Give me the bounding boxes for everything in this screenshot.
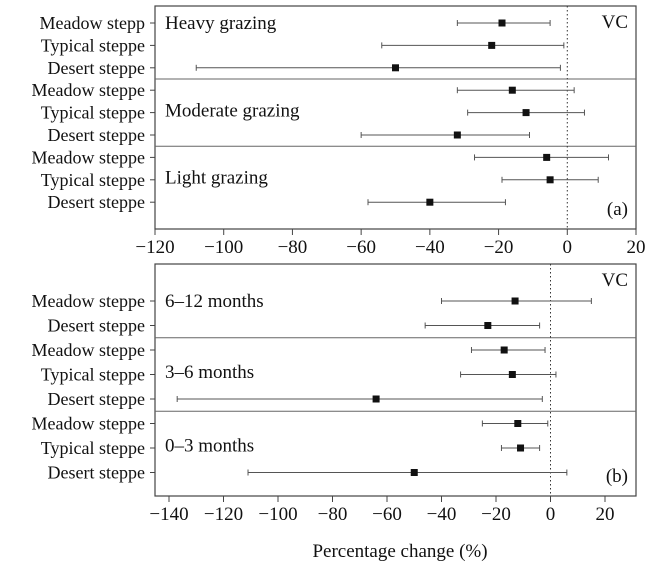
mean-marker <box>543 153 551 161</box>
group-label: 3–6 months <box>165 362 254 383</box>
plot-frame <box>154 5 637 230</box>
group-label: Moderate grazing <box>165 100 300 121</box>
group-label: 0–3 months <box>165 436 254 457</box>
panel-tag: VC <box>602 270 628 291</box>
panel-label: (a) <box>607 199 628 220</box>
x-tick-label: −120 <box>135 237 174 258</box>
mean-marker <box>498 19 506 27</box>
group-label: 6–12 months <box>165 291 264 312</box>
row-label: Meadow steppe <box>32 414 145 434</box>
row-label: Meadow steppe <box>32 147 145 167</box>
group-label: Light grazing <box>165 168 268 189</box>
row-label: Typical steppe <box>41 170 145 190</box>
mean-marker <box>392 64 399 72</box>
x-tick-label: −60 <box>372 504 402 525</box>
mean-marker <box>500 346 508 354</box>
mean-marker <box>508 86 516 94</box>
x-tick-label: −120 <box>204 504 243 525</box>
row-label: Typical steppe <box>41 35 145 55</box>
row-label: Desert steppe <box>48 463 145 483</box>
mean-marker <box>546 176 554 184</box>
row-label: Desert steppe <box>48 316 145 336</box>
panel-b: 6–12 months 3–6 months 0–3 months Meadow st… <box>32 263 637 525</box>
row-label: Meadow steppe <box>32 340 145 360</box>
row-label: Desert steppe <box>48 389 145 409</box>
mean-marker <box>410 469 418 476</box>
mean-marker <box>514 420 522 427</box>
mean-marker <box>511 297 519 305</box>
x-tick-label: −20 <box>481 504 511 525</box>
mean-marker <box>372 395 380 403</box>
x-tick-label: −80 <box>318 504 348 525</box>
panel-label: (b) <box>606 466 628 487</box>
row-label: Desert steppe <box>48 125 145 145</box>
row-label: Meadow steppe <box>32 80 145 100</box>
x-tick-label: −80 <box>278 237 308 258</box>
x-tick-label: −100 <box>258 504 297 525</box>
panel-tag: VC <box>602 12 628 33</box>
row-label: Meadow steppe <box>32 291 145 311</box>
mean-marker <box>508 371 516 378</box>
x-tick-label: −20 <box>484 237 514 258</box>
x-axis-title: Percentage change (%) <box>312 541 487 562</box>
x-tick-label: −40 <box>415 237 445 258</box>
row-label: Desert steppe <box>48 192 145 212</box>
x-tick-label: −140 <box>149 504 188 525</box>
mean-marker <box>426 198 434 206</box>
panel-a: Heavy grazing Moderate grazing Light grazi… <box>32 5 646 258</box>
mean-marker <box>522 109 530 117</box>
mean-marker <box>488 41 496 49</box>
row-label: Typical steppe <box>41 365 145 385</box>
mean-marker <box>453 131 461 139</box>
row-label: Desert steppe <box>48 58 145 78</box>
mean-marker <box>517 444 525 452</box>
x-tick-label: 0 <box>563 237 573 258</box>
x-tick-label: −40 <box>427 504 457 525</box>
x-tick-label: 20 <box>627 237 646 258</box>
x-tick-label: −60 <box>346 237 376 258</box>
plot-frame <box>154 263 637 497</box>
x-tick-label: 20 <box>596 504 615 525</box>
row-label: Typical steppe <box>41 438 145 458</box>
row-label: Meadow stepp <box>40 13 145 33</box>
row-label: Typical steppe <box>41 103 145 123</box>
x-tick-label: −100 <box>204 237 243 258</box>
x-tick-label: 0 <box>546 504 556 525</box>
mean-marker <box>484 322 492 329</box>
group-label: Heavy grazing <box>165 13 277 34</box>
